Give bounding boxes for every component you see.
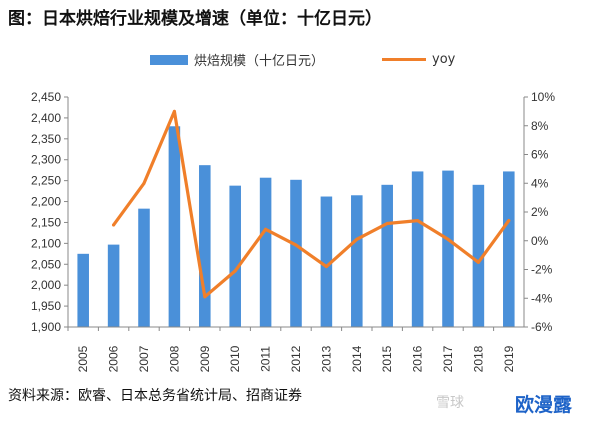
right-axis-tick-label: -2% (531, 263, 553, 277)
bar (168, 126, 181, 327)
yoy-point (264, 227, 268, 231)
bar (320, 196, 333, 327)
left-axis-tick-label: 2,200 (31, 195, 61, 209)
bar-series (77, 126, 515, 327)
yoy-point (172, 109, 176, 113)
watermark-badge: 雪球 (436, 395, 464, 411)
x-axis-tick-label: 2012 (289, 345, 303, 372)
legend-line-swatch (382, 58, 427, 61)
yoy-point (507, 219, 511, 223)
right-axis-tick-label: -4% (531, 291, 553, 305)
right-axis: -6% -4% -2% 0% 2% 4% 6% 8% 10% (523, 90, 555, 334)
right-axis-tick-label: 2% (531, 205, 549, 219)
bar (107, 244, 120, 327)
bar (138, 208, 150, 327)
bar (259, 177, 272, 327)
yoy-point (446, 237, 450, 241)
right-axis-tick-label: -6% (531, 320, 553, 334)
bar (290, 179, 302, 327)
right-axis-tick-label: 4% (531, 176, 549, 190)
x-axis-tick-label: 2017 (441, 345, 455, 372)
x-axis-tick-label: 2013 (319, 345, 333, 372)
right-axis-tick-label: 10% (531, 90, 555, 104)
yoy-point (142, 181, 146, 185)
yoy-point (203, 295, 207, 299)
x-axis-tick-label: 2009 (198, 345, 212, 372)
right-axis-tick-label: 0% (531, 234, 549, 248)
bar (351, 195, 363, 327)
chart-title: 图：日本烘焙行业规模及增速（单位：十亿日元） (8, 9, 382, 29)
left-axis-tick-label: 2,050 (31, 257, 61, 271)
yoy-point (385, 222, 389, 225)
bar (199, 165, 211, 327)
x-axis-tick-label: 2006 (107, 345, 121, 372)
x-axis-tick-label: 2005 (76, 345, 90, 372)
left-axis-tick-label: 2,450 (31, 90, 61, 104)
yoy-point (476, 260, 480, 264)
left-axis-tick-label: 2,350 (31, 132, 61, 146)
watermark-brand: 欧漫露 (515, 394, 573, 416)
x-axis-tick-label: 2007 (137, 345, 151, 372)
yoy-line-series (111, 109, 511, 299)
legend-line-label: yoy (432, 52, 456, 67)
x-axis: 2005 2006 2007 2008 2009 2010 2011 2012 2013 2014… (67, 326, 524, 372)
left-axis-tick-label: 2,000 (31, 278, 61, 292)
yoy-point (355, 237, 359, 241)
left-axis-tick-label: 2,100 (31, 236, 61, 250)
x-axis-tick-label: 2018 (471, 345, 485, 372)
bar (411, 171, 424, 327)
legend-bar-label: 烘焙规模（十亿日元） (194, 54, 325, 69)
bar (503, 171, 515, 327)
x-axis-tick-label: 2016 (411, 345, 425, 372)
x-axis-tick-label: 2010 (228, 345, 242, 372)
yoy-point (294, 243, 298, 247)
yoy-point (416, 219, 420, 223)
x-axis-tick-label: 2015 (380, 345, 394, 372)
yoy-point (324, 265, 328, 269)
left-axis-tick-label: 2,300 (31, 153, 61, 167)
left-axis-tick-label: 2,150 (31, 215, 61, 229)
legend: 烘焙规模（十亿日元） yoy (150, 50, 455, 69)
left-axis-tick-label: 2,250 (31, 174, 61, 188)
x-axis-tick-label: 2011 (259, 346, 273, 372)
x-axis-tick-label: 2008 (167, 345, 181, 372)
yoy-line (111, 109, 511, 299)
source-note: 资料来源：欧睿、日本总务省统计局、招商证券 (8, 388, 302, 404)
legend-bar-swatch (150, 54, 188, 65)
bar (77, 253, 89, 327)
bar (229, 185, 241, 327)
left-axis-tick-label: 1,950 (31, 299, 61, 313)
right-axis-tick-label: 6% (531, 148, 549, 162)
x-axis-tick-label: 2014 (350, 345, 364, 372)
left-axis-tick-label: 1,900 (31, 320, 61, 334)
bar (472, 184, 485, 327)
yoy-point (233, 269, 237, 273)
yoy-point (112, 223, 116, 227)
bar (381, 184, 393, 327)
left-axis: 1,900 1,950 2,000 2,050 2,100 2,150 2,200 2,250… (31, 90, 69, 334)
x-axis-tick-label: 2019 (502, 345, 516, 372)
left-axis-tick-label: 2,400 (31, 111, 61, 125)
right-axis-tick-label: 8% (531, 119, 549, 133)
bar (442, 170, 454, 327)
